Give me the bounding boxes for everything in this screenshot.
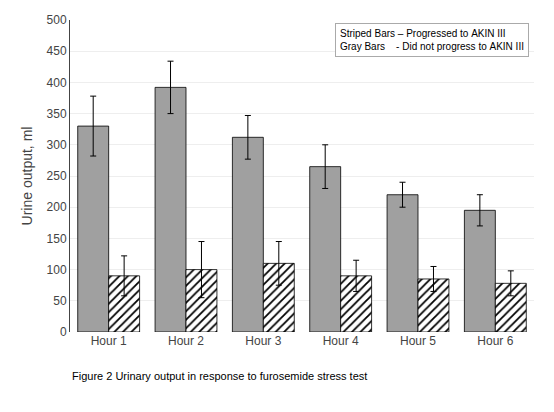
svg-text:Figure 2 Urinary output in res: Figure 2 Urinary output in response to f… [72,370,367,382]
svg-text:Hour 5: Hour 5 [400,334,436,348]
svg-text:Striped Bars – Progressed to A: Striped Bars – Progressed to AKIN IIIGra… [340,28,524,52]
svg-text:Hour 1: Hour 1 [91,334,127,348]
svg-text:400: 400 [47,76,67,90]
svg-text:450: 450 [47,44,67,58]
svg-text:Urine output, ml: Urine output, ml [19,127,35,226]
svg-text:300: 300 [47,138,67,152]
svg-text:350: 350 [47,107,67,121]
svg-text:50: 50 [53,294,67,308]
svg-text:0: 0 [60,325,67,339]
svg-text:Hour 2: Hour 2 [168,334,204,348]
svg-text:250: 250 [47,169,67,183]
svg-text:Hour 3: Hour 3 [245,334,281,348]
svg-text:Hour 6: Hour 6 [477,334,513,348]
svg-text:Hour 4: Hour 4 [323,334,359,348]
svg-text:150: 150 [47,232,67,246]
svg-text:500: 500 [47,13,67,27]
svg-text:200: 200 [47,200,67,214]
svg-text:100: 100 [47,263,67,277]
